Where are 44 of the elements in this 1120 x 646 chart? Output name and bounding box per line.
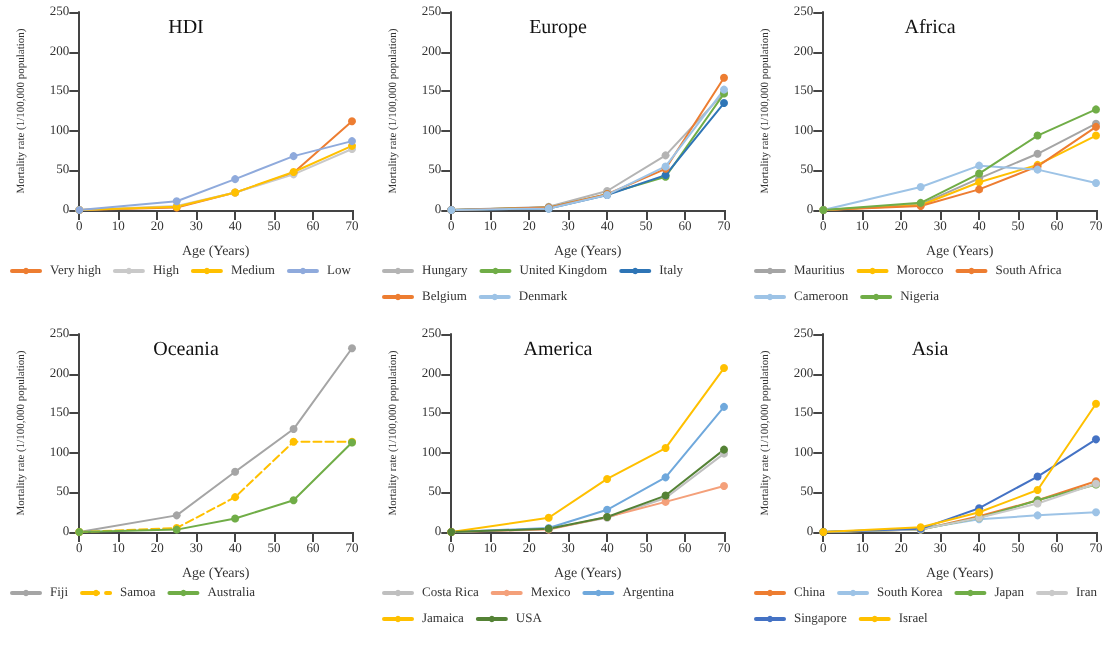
point [348, 117, 356, 126]
point [661, 444, 670, 453]
point [1033, 511, 1042, 520]
point [1092, 435, 1100, 444]
chart-title: America [523, 339, 594, 361]
point [289, 437, 298, 446]
point [289, 425, 298, 434]
chart-title: Africa [904, 17, 957, 39]
point [289, 496, 298, 505]
point [603, 505, 612, 514]
point [1092, 179, 1100, 188]
point [348, 344, 356, 353]
point [975, 161, 984, 170]
point [661, 473, 670, 482]
point [975, 185, 984, 194]
chart-title: Oceania [153, 339, 220, 361]
point [603, 474, 612, 483]
point [1092, 508, 1100, 517]
point [544, 513, 553, 522]
point [720, 402, 728, 411]
chart-title: HDI [168, 17, 204, 39]
point [231, 175, 240, 184]
point [1092, 105, 1100, 114]
point [720, 364, 728, 373]
point [231, 514, 240, 523]
point [1092, 399, 1100, 408]
point [720, 482, 728, 491]
point [1033, 486, 1042, 495]
chart-title: Europe [529, 17, 588, 39]
chart-title: Asia [911, 339, 950, 361]
point [661, 151, 670, 160]
point [1033, 131, 1042, 140]
point [1033, 149, 1042, 158]
point [916, 183, 925, 192]
point [720, 73, 728, 82]
point [172, 511, 181, 520]
point [172, 197, 181, 206]
point [1033, 472, 1042, 481]
point [231, 467, 240, 476]
point [720, 99, 728, 108]
point [289, 152, 298, 161]
point [231, 493, 240, 502]
point [975, 169, 984, 178]
point [1092, 131, 1100, 140]
